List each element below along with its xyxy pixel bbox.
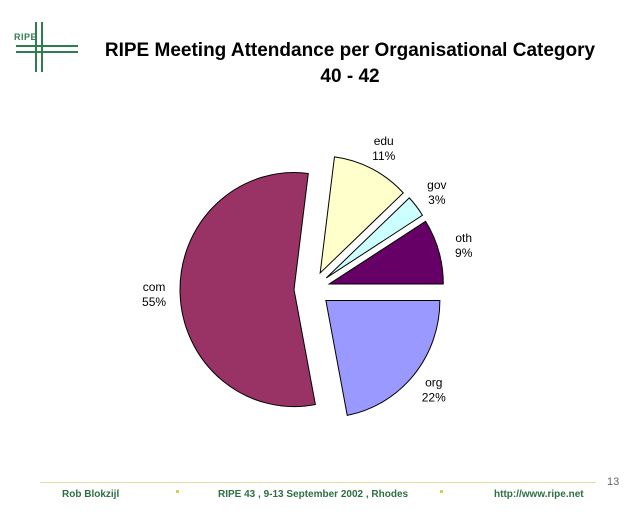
footer-author: Rob Blokzijl [62,489,120,500]
pie-label-com-percent: 55% [142,295,166,309]
pie-slice-com [179,172,316,407]
title-line-1: RIPE Meeting Attendance per Organisation… [104,40,596,61]
page-number: 13 [607,476,620,488]
footer-event: RIPE 43 , 9-13 September 2002 , Rhodes [218,489,409,500]
pie-slice-oth [327,220,444,285]
footer-url[interactable]: http://www.ripe.net [494,489,584,500]
pie-label-oth-percent: 9% [455,246,473,260]
ripe-logo-icon [16,22,78,72]
pie-label-oth-name: oth [455,231,472,245]
pie-label-edu-name: edu [374,134,394,148]
pie-slice-gov [325,197,424,279]
page-title: RIPE Meeting Attendance per Organisation… [80,38,620,90]
pie-label-gov-name: gov [427,178,446,192]
pie-label-edu-percent: 11% [372,149,395,163]
footer-separator-dot [440,490,443,493]
pie-slice-org [325,299,441,416]
pie-slice-edu [319,156,404,275]
pie-label-gov-percent: 3% [428,193,446,207]
ripe-logo: RIPE [12,22,78,72]
pie-label-org-percent: 22% [422,391,446,405]
pie-label-org-name: org [425,376,442,390]
title-line-2: 40 - 42 [320,66,380,87]
logo-text: RIPE [14,32,38,42]
pie-label-com-name: com [143,280,166,294]
footer-divider [40,482,596,483]
footer-separator-dot [176,490,179,493]
